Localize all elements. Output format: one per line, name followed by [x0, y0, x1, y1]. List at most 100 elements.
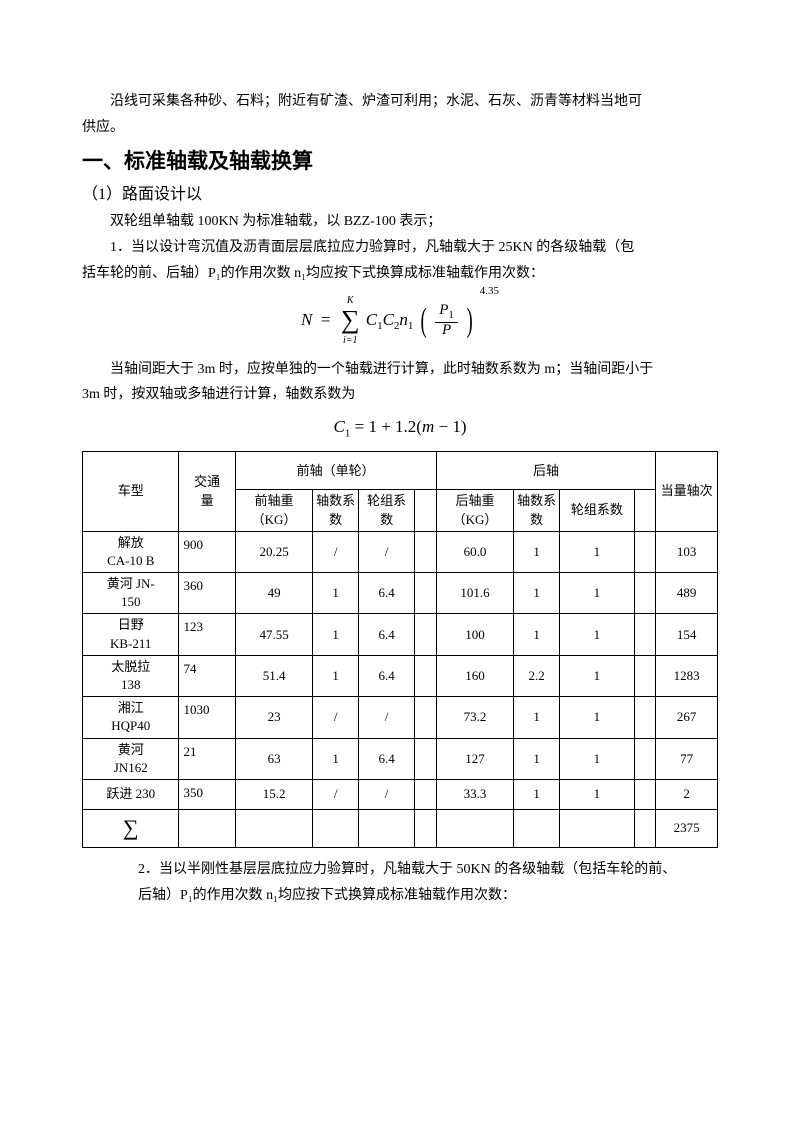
td-fw: 20.25: [235, 531, 313, 572]
data-table: 车型 交通量 前轴（单轮） 后轴 当量轴次 前轴重（KG） 轴数系数 轮组系数 …: [82, 451, 718, 848]
f1-sn: 1: [408, 320, 414, 332]
table-sum-row: ∑ 2375: [83, 809, 718, 847]
td-rx: 1: [514, 779, 560, 809]
td-eq: 103: [656, 531, 718, 572]
td-sp: [415, 531, 436, 572]
f2-eq: = 1 + 1.2(: [355, 417, 422, 436]
td-fg: 6.4: [358, 738, 414, 779]
td-fw: 23: [235, 697, 313, 738]
th-rx: 轴数系数: [514, 490, 560, 531]
td-rg: 1: [559, 738, 634, 779]
td-rw: 60.0: [436, 531, 514, 572]
td-rw: 73.2: [436, 697, 514, 738]
f1-C2: C: [383, 310, 394, 329]
f1-P: P: [435, 323, 458, 339]
td-fx: /: [313, 779, 359, 809]
section-p2a: 1．当以设计弯沉值及沥青面层层底拉应力验算时，凡轴载大于 25KN 的各级轴载（…: [82, 236, 718, 260]
td-traffic: 74: [179, 655, 235, 696]
th-fg: 轮组系数: [358, 490, 414, 531]
sum-sym: ∑: [83, 809, 179, 847]
td-fx: 1: [313, 655, 359, 696]
section-title: 一、标准轴载及轴载换算: [82, 144, 718, 180]
table-row: 湘江HQP40103023//73.211267: [83, 697, 718, 738]
formula-1: N = K ∑ i=1 C1C2n1 ( P1 P ) 4.35: [82, 292, 718, 350]
td-rg: 1: [559, 655, 634, 696]
td-model: 湘江HQP40: [83, 697, 179, 738]
td-sp: [415, 779, 436, 809]
td-rg: 1: [559, 573, 634, 614]
footer-l1: 2．当以半刚性基层层底拉应力验算时，凡轴载大于 50KN 的各级轴载（包括车轮的…: [138, 858, 718, 882]
td-sp2: [634, 573, 655, 614]
td-fg: 6.4: [358, 655, 414, 696]
td-eq: 2: [656, 779, 718, 809]
table-row: 黄河JN162216316.41271177: [83, 738, 718, 779]
td-model: 日野KB-211: [83, 614, 179, 655]
section-sub1: （1）路面设计以: [82, 181, 718, 208]
td-fg: /: [358, 531, 414, 572]
td-fx: 1: [313, 738, 359, 779]
f1-C1: C: [366, 310, 377, 329]
th-rg: 轮组系数: [559, 490, 634, 531]
td-rg: 1: [559, 531, 634, 572]
td-rg: 1: [559, 614, 634, 655]
td-sp: [415, 655, 436, 696]
td-sp: [415, 614, 436, 655]
intro-line1: 沿线可采集各种砂、石料；附近有矿渣、炉渣可利用；水泥、石灰、沥青等材料当地可: [82, 90, 718, 114]
th-traffic: 交通量: [179, 452, 235, 531]
td-fw: 49: [235, 573, 313, 614]
td-sp2: [634, 738, 655, 779]
f1-i1: i=1: [343, 335, 358, 346]
td-traffic: 123: [179, 614, 235, 655]
f1-n1: n: [399, 310, 408, 329]
f1-N: N: [301, 310, 312, 329]
f1-sp1: 1: [448, 309, 454, 321]
page-root: 沿线可采集各种砂、石料；附近有矿渣、炉渣可利用；水泥、石灰、沥青等材料当地可 供…: [0, 0, 800, 948]
th-fw: 前轴重（KG）: [235, 490, 313, 531]
intro-line2: 供应。: [82, 116, 718, 140]
td-eq: 154: [656, 614, 718, 655]
td-rx: 1: [514, 697, 560, 738]
th-rw: 后轴重（KG）: [436, 490, 514, 531]
td-model: 解放CA-10 B: [83, 531, 179, 572]
td-eq: 1283: [656, 655, 718, 696]
section-p3a: 当轴间距大于 3m 时，应按单独的一个轴载进行计算，此时轴数系数为 m；当轴间距…: [82, 358, 718, 382]
td-rw: 127: [436, 738, 514, 779]
td-rg: 1: [559, 697, 634, 738]
td-fx: /: [313, 531, 359, 572]
td-fw: 47.55: [235, 614, 313, 655]
td-rx: 1: [514, 531, 560, 572]
td-fg: /: [358, 697, 414, 738]
td-sp: [415, 697, 436, 738]
formula-2: C1 = 1 + 1.2(m − 1): [82, 413, 718, 443]
td-fx: /: [313, 697, 359, 738]
table-body: 解放CA-10 B90020.25//60.011103黄河 JN-150360…: [83, 531, 718, 809]
td-model: 太脱拉138: [83, 655, 179, 696]
td-rw: 100: [436, 614, 514, 655]
td-sp2: [634, 655, 655, 696]
th-model: 车型: [83, 452, 179, 531]
th-eq: 当量轴次: [656, 452, 718, 531]
td-sp: [415, 573, 436, 614]
section-p2b: 括车轮的前、后轴）P₁的作用次数 n₁均应按下式换算成标准轴载作用次数：: [82, 262, 718, 286]
td-model: 跃进 230: [83, 779, 179, 809]
table-row: 太脱拉1387451.416.41602.211283: [83, 655, 718, 696]
td-eq: 77: [656, 738, 718, 779]
table-row: 日野KB-21112347.5516.410011154: [83, 614, 718, 655]
td-rg: 1: [559, 779, 634, 809]
f2-end: − 1): [434, 417, 466, 436]
table-row: 跃进 23035015.2//33.3112: [83, 779, 718, 809]
f2-s1: 1: [345, 428, 351, 440]
sum-total: 2375: [656, 809, 718, 847]
lparen-icon: (: [420, 292, 426, 350]
sigma-icon: ∑: [341, 305, 360, 334]
f2-C: C: [334, 417, 345, 436]
th-front: 前轴（单轮）: [235, 452, 436, 490]
td-model: 黄河 JN-150: [83, 573, 179, 614]
td-fx: 1: [313, 614, 359, 655]
td-eq: 267: [656, 697, 718, 738]
td-sp: [415, 738, 436, 779]
f1-eq: =: [317, 310, 335, 329]
f1-exp: 4.35: [480, 285, 499, 297]
td-rx: 1: [514, 614, 560, 655]
td-model: 黄河JN162: [83, 738, 179, 779]
